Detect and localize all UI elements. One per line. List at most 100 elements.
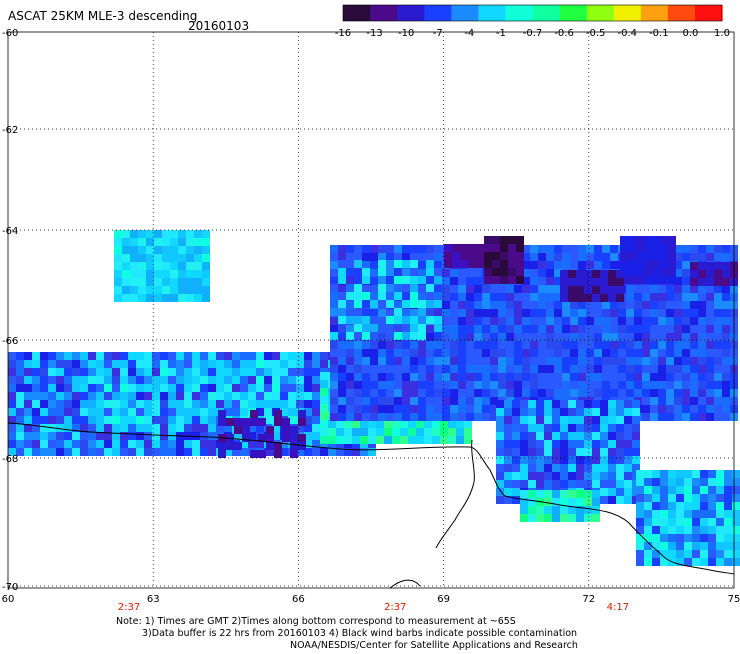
- swath-cell: [410, 381, 418, 389]
- x-tick-label: 66: [292, 594, 305, 605]
- swath-cell: [136, 424, 144, 432]
- swath-cell: [722, 381, 730, 389]
- swath-cell: [192, 408, 200, 416]
- swath-cell: [362, 389, 370, 397]
- swath-cell: [506, 325, 514, 333]
- swath-cell: [152, 376, 160, 384]
- swath-cell: [354, 405, 362, 413]
- swath-cell: [484, 236, 492, 244]
- swath-cell: [442, 333, 450, 341]
- swath-cell: [434, 389, 442, 397]
- swath-cell: [368, 448, 376, 456]
- swath-cell: [394, 316, 402, 324]
- swath-cell: [706, 285, 714, 293]
- swath-cell: [104, 376, 112, 384]
- swath-cell: [418, 316, 426, 324]
- swath-cell: [692, 542, 700, 550]
- swath-cell: [346, 316, 354, 324]
- swath-cell: [722, 389, 730, 397]
- swath-cell: [562, 357, 570, 365]
- swath-cell: [708, 486, 716, 494]
- swath-cell: [724, 470, 732, 478]
- swath-cell: [496, 400, 504, 408]
- swath-cell: [200, 448, 208, 456]
- swath-cell: [706, 253, 714, 261]
- swath-cell: [674, 365, 682, 373]
- swath-cell: [628, 252, 636, 260]
- swath-cell: [208, 368, 216, 376]
- x-tick-label: 63: [147, 594, 160, 605]
- swath-cell: [676, 542, 684, 550]
- x-tick-label: 60: [2, 594, 15, 605]
- swath-cell: [624, 440, 632, 448]
- swath-cell: [624, 416, 632, 424]
- swath-cell: [608, 480, 616, 488]
- swath-cell: [576, 448, 584, 456]
- swath-cell: [208, 360, 216, 368]
- swath-cell: [500, 252, 508, 260]
- swath-cell: [602, 325, 610, 333]
- swath-cell: [456, 436, 464, 444]
- swath-cell: [354, 308, 362, 316]
- swath-cell: [80, 408, 88, 416]
- swath-cell: [706, 293, 714, 301]
- swath-cell: [506, 365, 514, 373]
- swath-cell: [320, 448, 328, 456]
- swath-cell: [570, 389, 578, 397]
- swath-cell: [130, 254, 138, 262]
- swath-cell: [386, 292, 394, 300]
- swath-cell: [490, 365, 498, 373]
- swath-cell: [562, 317, 570, 325]
- swath-cell: [652, 494, 660, 502]
- swath-cell: [536, 456, 544, 464]
- swath-cell: [500, 236, 508, 244]
- swath-cell: [618, 365, 626, 373]
- swath-cell: [724, 534, 732, 542]
- swath-cell: [522, 301, 530, 309]
- swath-cell: [330, 292, 338, 300]
- swath-cell: [650, 365, 658, 373]
- swath-cell: [354, 373, 362, 381]
- swath-cell: [56, 400, 64, 408]
- swath-cell: [602, 317, 610, 325]
- swath-cell: [650, 293, 658, 301]
- swath-cell: [628, 236, 636, 244]
- swath-cell: [476, 260, 484, 268]
- swath-cell: [660, 510, 668, 518]
- swath-cell: [96, 432, 104, 440]
- swath-cell: [608, 400, 616, 408]
- swath-cell: [690, 349, 698, 357]
- swath-cell: [122, 238, 130, 246]
- swath-cell: [224, 368, 232, 376]
- swath-cell: [256, 384, 264, 392]
- swath-cell: [128, 432, 136, 440]
- swath-cell: [668, 268, 676, 276]
- swath-cell: [668, 534, 676, 542]
- swath-cell: [608, 464, 616, 472]
- swath-cell: [474, 325, 482, 333]
- swath-cell: [178, 230, 186, 238]
- swath-cell: [544, 514, 552, 522]
- swath-cell: [584, 400, 592, 408]
- swath-cell: [192, 384, 200, 392]
- swath-cell: [410, 413, 418, 421]
- swath-cell: [652, 534, 660, 542]
- swath-cell: [442, 357, 450, 365]
- swath-cell: [490, 293, 498, 301]
- map-date: 20160103: [188, 19, 249, 33]
- swath-cell: [716, 494, 724, 502]
- swath-cell: [378, 413, 386, 421]
- swath-cell: [360, 436, 368, 444]
- swath-cell: [554, 253, 562, 261]
- swath-cell: [242, 426, 250, 434]
- swath-cell: [512, 440, 520, 448]
- swath-cell: [128, 368, 136, 376]
- swath-cell: [152, 440, 160, 448]
- swath-cell: [346, 332, 354, 340]
- swath-cell: [24, 360, 32, 368]
- swath-cell: [330, 357, 338, 365]
- swath-cell: [450, 277, 458, 285]
- swath-cell: [578, 357, 586, 365]
- swath-cell: [144, 448, 152, 456]
- swath-cell: [676, 478, 684, 486]
